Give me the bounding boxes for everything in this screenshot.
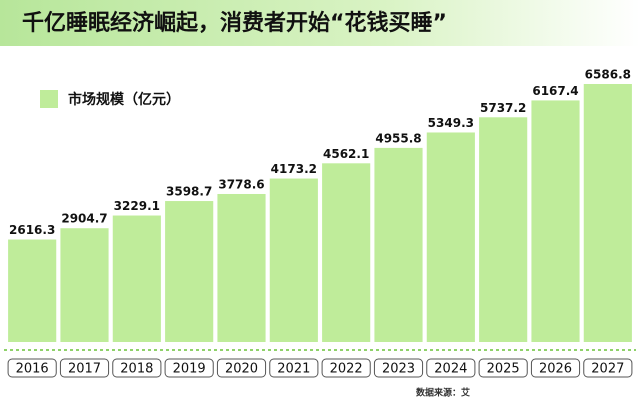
value-label: 6586.8 bbox=[585, 68, 631, 82]
x-tick-label: 2024 bbox=[434, 362, 467, 377]
title-banner bbox=[0, 0, 640, 46]
x-tick-label: 2025 bbox=[487, 362, 520, 377]
x-tick-label: 2019 bbox=[173, 362, 206, 377]
value-label: 2904.7 bbox=[61, 212, 107, 226]
x-tick-box bbox=[216, 358, 267, 378]
bar bbox=[426, 132, 475, 342]
legend-label: 市场规模（亿元） bbox=[68, 91, 180, 108]
bar bbox=[531, 100, 580, 342]
x-tick-label: 2026 bbox=[539, 362, 572, 377]
x-tick-box bbox=[373, 358, 424, 378]
x-tick-label: 2021 bbox=[277, 362, 310, 377]
bar bbox=[269, 178, 318, 342]
x-tick-box bbox=[269, 358, 319, 378]
bar bbox=[322, 163, 371, 342]
bar bbox=[374, 147, 423, 342]
x-tick-label: 2020 bbox=[225, 362, 258, 377]
x-tick-box bbox=[426, 358, 476, 378]
bar bbox=[479, 117, 528, 342]
bar bbox=[112, 215, 161, 342]
x-tick-box bbox=[164, 358, 214, 378]
value-label: 5737.2 bbox=[480, 101, 526, 115]
value-label: 3778.6 bbox=[218, 177, 264, 191]
value-label: 5349.3 bbox=[428, 116, 474, 130]
x-tick-box bbox=[583, 358, 633, 378]
x-tick-box bbox=[321, 358, 371, 378]
x-tick-label: 2027 bbox=[591, 362, 624, 377]
value-label: 4562.1 bbox=[323, 147, 369, 161]
x-tick-label: 2017 bbox=[68, 362, 101, 377]
x-tick-box bbox=[59, 358, 110, 378]
source-note: 数据来源：艾 bbox=[416, 387, 470, 399]
bar bbox=[583, 84, 632, 342]
x-tick-label: 2023 bbox=[382, 362, 415, 377]
bar bbox=[165, 201, 214, 342]
chart-title: 千亿睡眠经济崛起，消费者开始“花钱买睡” bbox=[22, 10, 447, 36]
value-label: 6167.4 bbox=[532, 84, 578, 98]
value-label: 4173.2 bbox=[271, 162, 317, 176]
bar bbox=[60, 228, 109, 342]
value-label: 4955.8 bbox=[375, 131, 421, 145]
x-tick-label: 2016 bbox=[16, 362, 49, 377]
legend-swatch bbox=[40, 90, 58, 108]
x-tick-label: 2022 bbox=[330, 362, 363, 377]
x-tick-label: 2018 bbox=[120, 362, 153, 377]
x-tick-box bbox=[530, 358, 581, 378]
value-label: 3229.1 bbox=[114, 199, 160, 213]
value-label: 2616.3 bbox=[9, 223, 55, 237]
x-tick-box bbox=[7, 358, 57, 378]
bar bbox=[8, 239, 57, 342]
value-label: 3598.7 bbox=[166, 185, 212, 199]
x-tick-box bbox=[478, 358, 528, 378]
bar bbox=[217, 193, 266, 342]
x-tick-box bbox=[112, 358, 162, 378]
